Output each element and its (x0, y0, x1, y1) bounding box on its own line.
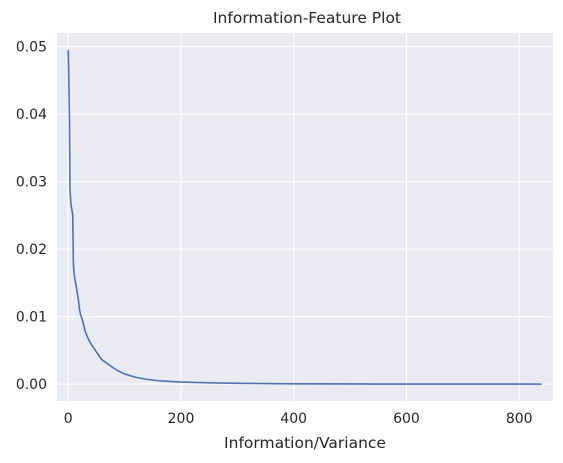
x-tick-label: 400 (280, 411, 307, 427)
x-tick-label: 0 (64, 411, 73, 427)
x-tick-label: 600 (393, 411, 420, 427)
series-line (67, 49, 542, 385)
x-tick-label: 800 (506, 411, 533, 427)
y-tick-labels: 0.00 0.01 0.02 0.03 0.04 0.05 (16, 40, 47, 394)
y-tick-label: 0.00 (16, 377, 47, 393)
y-tick-label: 0.05 (16, 40, 47, 56)
plot-area (57, 33, 553, 401)
x-axis-label: Information/Variance (224, 434, 386, 452)
y-tick-label: 0.04 (16, 107, 47, 123)
y-tick-label: 0.03 (16, 175, 47, 191)
y-tick-label: 0.01 (16, 310, 47, 326)
x-tick-labels: 0 200 400 600 800 (64, 411, 533, 427)
chart-title: Information-Feature Plot (213, 9, 401, 27)
x-tick-label: 200 (168, 411, 195, 427)
y-tick-label: 0.02 (16, 242, 47, 258)
